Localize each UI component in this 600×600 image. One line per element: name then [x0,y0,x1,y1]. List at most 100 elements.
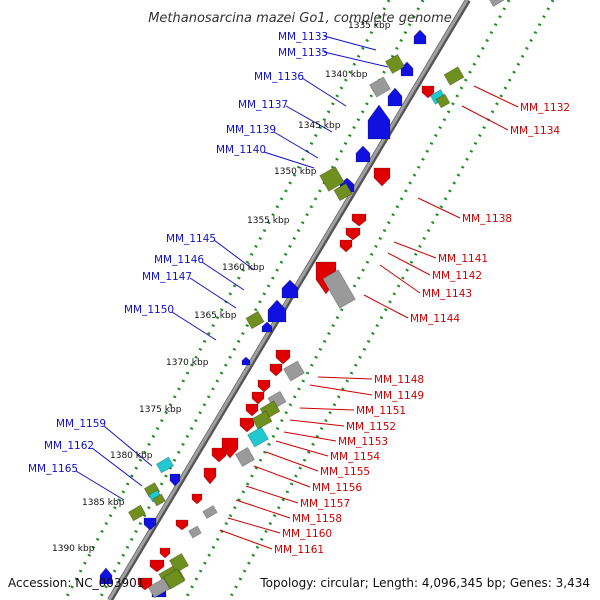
track-line [183,0,511,600]
map-title: Methanosarcina mazei Go1, complete genom… [148,11,452,26]
scale-label: 1360 kbp [222,263,265,273]
forward-gene-arrow [367,104,391,140]
leader-line-right [227,517,281,534]
feature-box [333,182,353,202]
leader-line-left [301,77,347,107]
reverse-gene-arrow [269,363,283,377]
leader-line-right [473,85,519,108]
backbone-line [107,0,469,600]
scale-label: 1335 kbp [348,21,391,31]
reverse-gene-arrow [211,447,227,463]
forward-gene-arrow [413,29,427,45]
feature-box [319,166,345,192]
reverse-gene-arrow [203,467,217,485]
gene-label-right: MM_1160 [282,528,332,540]
gene-label-left: MM_1146 [154,254,204,266]
forward-gene-arrow [267,299,287,323]
feature-box [247,426,269,448]
leader-line-left [323,51,389,68]
label-leader-lines [75,35,519,550]
scale-label: 1355 kbp [247,216,290,226]
feature-box [188,525,202,539]
forward-gene-arrow [261,321,273,333]
leader-line-left [75,470,125,501]
gene-label-right: MM_1152 [346,421,396,433]
leader-line-right [219,529,273,550]
forward-gene-arrow [355,145,371,163]
leader-line-right [393,241,437,259]
scale-label: 1370 kbp [166,358,209,368]
leader-line-right [299,407,355,411]
gene-label-right: MM_1153 [338,436,388,448]
gene-label-right: MM_1138 [462,213,512,225]
leader-line-right [417,197,461,219]
label-layer: 1335 kbp 1340 kbp 1345 kbp 1350 kbp 1355 kbp… [28,21,570,556]
feature-box [163,568,185,590]
scale-label: 1375 kbp [139,405,182,415]
gene-label-left: MM_1150 [124,304,174,316]
feature-box [152,493,166,507]
gene-label-left: MM_1137 [238,99,288,111]
feature-box [155,456,175,474]
leader-line-left [103,425,153,467]
gene-label-right: MM_1144 [410,313,460,325]
leader-line-left [273,131,319,159]
leader-line-left [213,239,255,271]
feature-box [435,93,451,109]
leader-line-right [253,465,311,488]
gene-label-right: MM_1142 [432,270,482,282]
accession-text: Accession: NC_003901 [8,576,144,590]
forward-gene-arrow [281,279,299,299]
reverse-gene-arrow [251,391,265,405]
feature-box [245,310,265,330]
leader-line-right [379,264,421,294]
gene-label-right: MM_1156 [312,482,362,494]
gene-label-right: MM_1157 [300,498,350,510]
feature-box [443,66,465,86]
gene-label-right: MM_1132 [520,102,570,114]
leader-line-left [263,151,315,169]
topology-text: Topology: circular; Length: 4,096,345 bp… [259,576,590,590]
reverse-gene-arrow [245,403,259,417]
reverse-gene-arrow [257,379,271,393]
forward-gene-arrow [169,473,181,487]
reverse-gene-arrow [175,519,189,531]
gene-label-left: MM_1139 [226,124,276,136]
feature-box [147,577,171,599]
gene-label-left: MM_1147 [142,271,192,283]
scale-label: 1350 kbp [274,167,317,177]
leader-line-right [289,419,345,427]
reverse-gene-arrow [373,167,391,187]
leader-line-left [201,261,245,291]
reverse-gene-arrow [137,577,153,591]
gene-label-right: MM_1158 [292,513,342,525]
leader-line-left [91,447,143,487]
feature-box [251,410,273,430]
leader-line-left [285,105,333,133]
leader-line-right [461,105,509,131]
forward-gene-arrow [400,61,414,77]
gene-label-left: MM_1136 [254,71,304,83]
leader-line-right [363,294,409,319]
gene-label-right: MM_1161 [274,544,324,556]
feature-box [168,552,190,574]
leader-line-left [189,277,237,309]
feature-box [283,360,305,382]
feature-box [369,76,391,98]
forward-gene-arrow [143,517,157,531]
genome-backbone [107,0,471,600]
gene-label-left: MM_1145 [166,233,216,245]
scale-label: 1390 kbp [52,544,95,554]
feature-box [384,53,406,75]
gene-label-right: MM_1155 [320,466,370,478]
leader-line-right [387,252,431,276]
reverse-gene-arrow [351,213,367,227]
feature-box [322,269,356,309]
scale-label: 1340 kbp [325,70,368,80]
scale-label: 1345 kbp [298,121,341,131]
gene-label-left: MM_1133 [278,31,328,43]
gene-label-right: MM_1134 [510,125,560,137]
leader-line-left [323,35,377,51]
gene-label-left: MM_1140 [216,144,266,156]
